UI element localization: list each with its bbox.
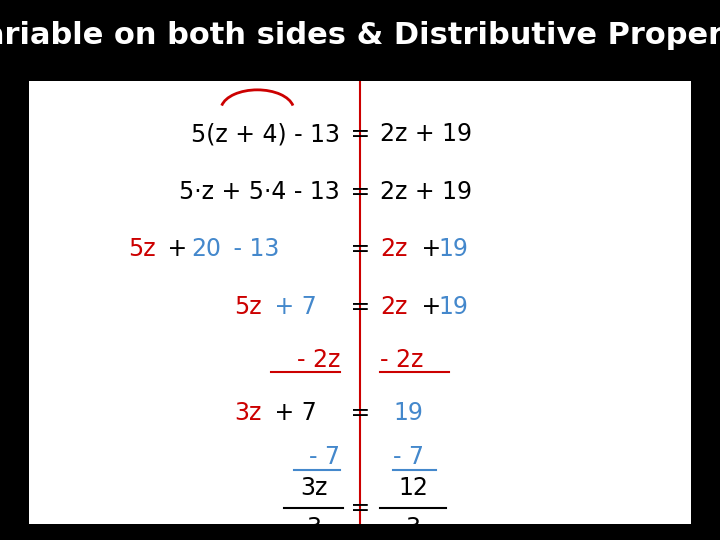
Text: - 13: - 13 xyxy=(226,237,279,261)
Text: =: = xyxy=(343,180,377,204)
Text: 2z: 2z xyxy=(380,237,408,261)
Text: =: = xyxy=(343,237,377,261)
Text: 3: 3 xyxy=(306,516,321,540)
Text: 2z: 2z xyxy=(380,295,408,319)
Text: 19: 19 xyxy=(438,295,468,319)
Text: - 7: - 7 xyxy=(309,446,340,469)
Text: 3: 3 xyxy=(405,516,420,540)
Text: 5z: 5z xyxy=(128,237,156,261)
Text: 19: 19 xyxy=(438,237,468,261)
Text: 3z: 3z xyxy=(234,401,261,425)
Text: 19: 19 xyxy=(393,401,423,425)
Text: 20: 20 xyxy=(191,237,221,261)
Text: +: + xyxy=(414,295,449,319)
Text: =: = xyxy=(343,122,377,146)
Text: =: = xyxy=(343,295,377,319)
Text: +: + xyxy=(160,237,194,261)
Text: - 2z: - 2z xyxy=(297,348,340,372)
Text: 12: 12 xyxy=(398,476,428,501)
Text: 2z + 19: 2z + 19 xyxy=(380,122,472,146)
Text: =: = xyxy=(343,401,377,425)
Text: - 2z: - 2z xyxy=(380,348,423,372)
Text: +: + xyxy=(414,237,449,261)
Text: 5·z + 5·4 - 13: 5·z + 5·4 - 13 xyxy=(179,180,340,204)
Text: 2z + 19: 2z + 19 xyxy=(380,180,472,204)
Text: 5z: 5z xyxy=(234,295,262,319)
Text: - 7: - 7 xyxy=(393,446,424,469)
Text: =: = xyxy=(343,496,377,521)
Text: + 7: + 7 xyxy=(267,401,317,425)
Text: 5(z + 4) - 13: 5(z + 4) - 13 xyxy=(191,122,340,146)
Text: Variable on both sides & Distributive Property: Variable on both sides & Distributive Pr… xyxy=(0,21,720,50)
Text: + 7: + 7 xyxy=(267,295,317,319)
Text: 3z: 3z xyxy=(300,476,328,501)
